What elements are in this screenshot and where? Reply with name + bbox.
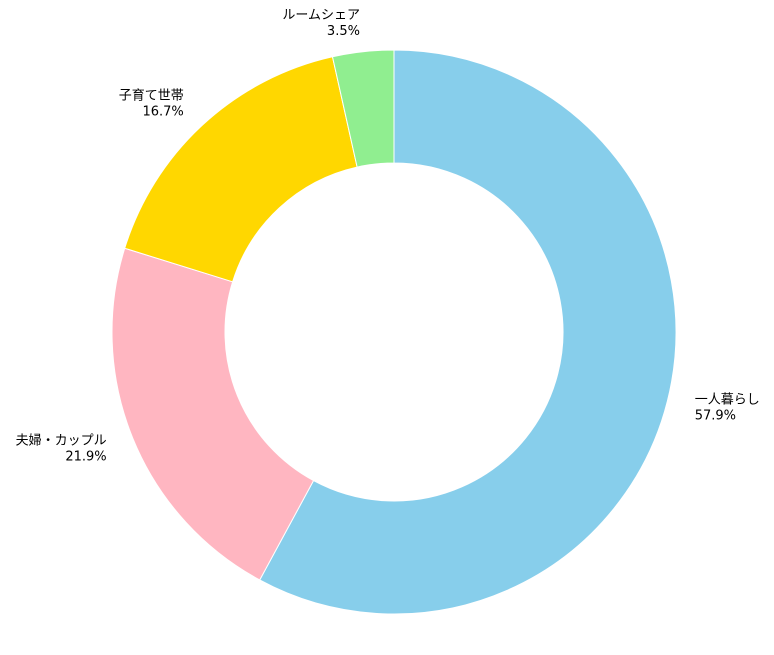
- donut-slice: [124, 56, 358, 283]
- donut-slice: [259, 49, 677, 615]
- slice-value-label: 3.5%: [327, 24, 360, 39]
- slice-label: 子育て世帯: [119, 87, 184, 103]
- slice-label: ルームシェア: [282, 8, 360, 23]
- slice-value-label: 57.9%: [695, 409, 736, 424]
- donut-slice: [331, 49, 395, 168]
- slice-value-label: 16.7%: [142, 104, 183, 119]
- slice-label: 夫婦・カップル: [16, 432, 107, 448]
- slice-label: 一人暮らし: [695, 393, 760, 408]
- donut-slice: [111, 247, 315, 581]
- slice-value-label: 21.9%: [65, 449, 106, 464]
